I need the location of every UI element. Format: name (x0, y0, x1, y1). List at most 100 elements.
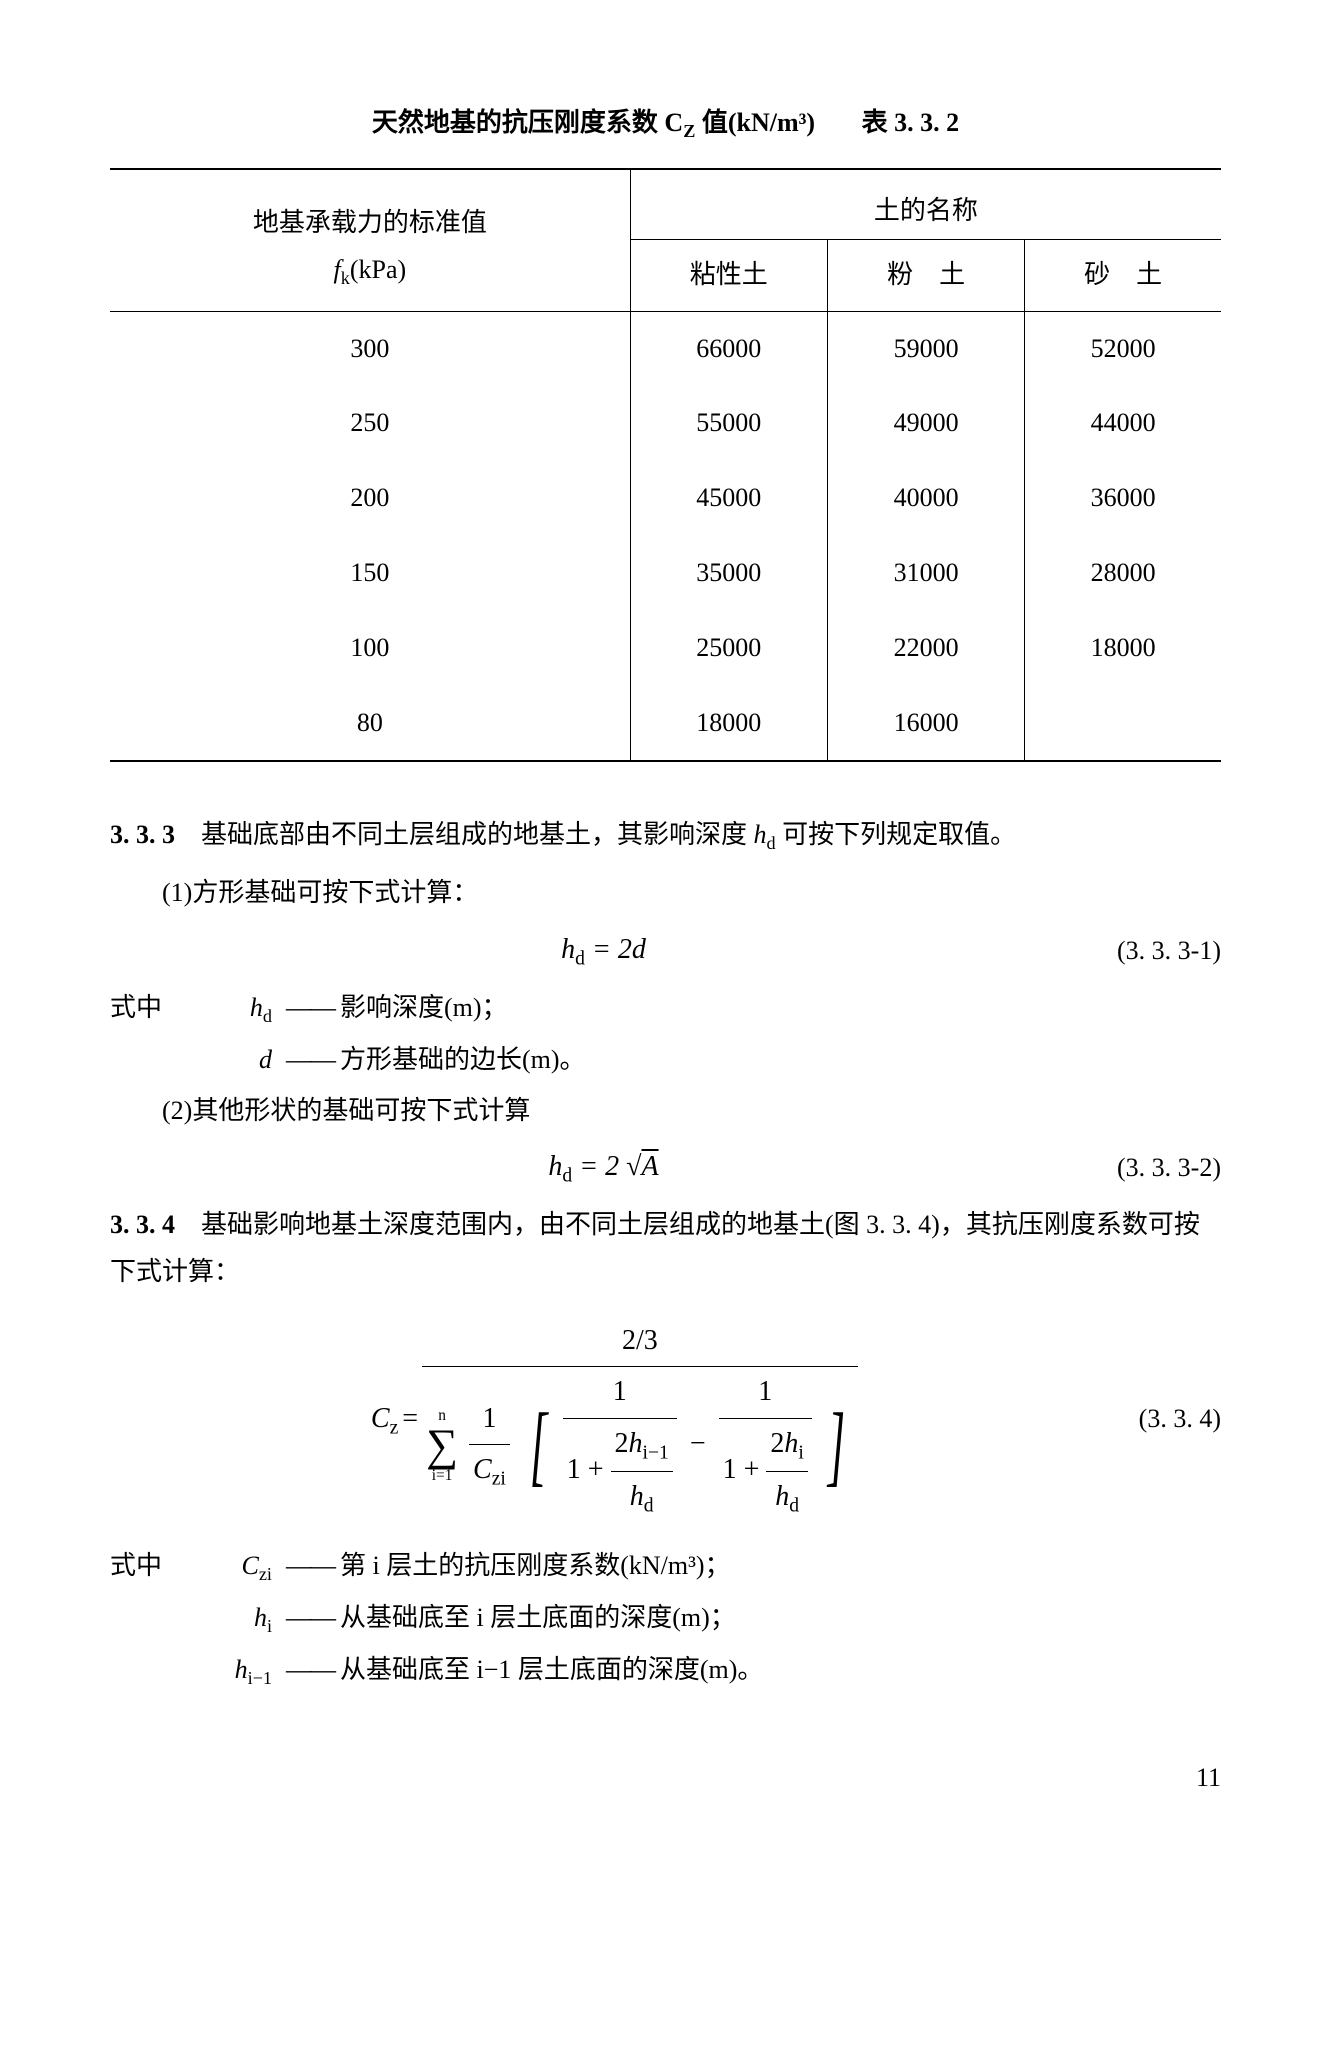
f-sym: h (561, 934, 575, 965)
table-row: 150 35000 31000 28000 (110, 536, 1221, 611)
sqrt-arg: A (641, 1151, 658, 1182)
w-sym: h (235, 1655, 248, 1684)
w-sym: C (242, 1551, 259, 1580)
w-sub: i−1 (248, 1669, 272, 1689)
cell: 25000 (630, 611, 827, 686)
i1pre: 1 + (567, 1454, 611, 1485)
w-desc: 第 i 层土的抗压刚度系数(kN/m³)； (340, 1543, 1221, 1591)
cell: 28000 (1025, 536, 1221, 611)
cell: 52000 (1025, 311, 1221, 386)
cell: 31000 (827, 536, 1024, 611)
where-label: 式中 (110, 985, 190, 1033)
f1t: 1 (469, 1394, 510, 1445)
sum-icon: n ∑ i=1 (426, 1408, 458, 1484)
cell: 100 (110, 611, 630, 686)
w-sub: zi (259, 1565, 272, 1585)
w-sym: h (250, 993, 263, 1022)
table-title-main: 天然地基的抗压刚度系数 C (372, 108, 683, 137)
f1bsub: zi (492, 1469, 506, 1490)
cell: 80 (110, 686, 630, 762)
where-hi1: hi−1 —— 从基础底至 i−1 层土底面的深度(m)。 (110, 1647, 1221, 1695)
header-col1-line1: 地基承载力的标准值 (118, 200, 622, 247)
header-group: 土的名称 (630, 169, 1221, 239)
bracket-right-icon: ] (828, 1401, 845, 1491)
cell: 35000 (630, 536, 827, 611)
where-d: d —— 方形基础的边长(m)。 (110, 1037, 1221, 1084)
formula-334: Cz = 2/3 n ∑ i=1 1 Czi [ 1 (110, 1316, 1221, 1524)
formula-3331: hd = 2d (3. 3. 3-1) (110, 925, 1221, 977)
sqrt-icon: √ (626, 1151, 641, 1182)
w-desc: 从基础底至 i 层土底面的深度(m)； (340, 1595, 1221, 1643)
w-sym: h (254, 1603, 267, 1632)
i2d: h (775, 1481, 789, 1512)
cell: 16000 (827, 686, 1024, 762)
i1t: 1 (563, 1367, 677, 1418)
f-sub: d (562, 1166, 572, 1187)
cell: 300 (110, 311, 630, 386)
f-eq: = 2 (572, 1151, 626, 1182)
where-czi: 式中 Czi —— 第 i 层土的抗压刚度系数(kN/m³)； (110, 1543, 1221, 1591)
w-dash: —— (280, 1647, 340, 1695)
cz-sub: z (390, 1417, 399, 1438)
table-row: 80 18000 16000 (110, 686, 1221, 762)
header-col1-line2: fk(kPa) (118, 247, 622, 295)
fk-unit: (kPa) (350, 255, 406, 284)
table-row: 300 66000 59000 52000 (110, 311, 1221, 386)
sec-tail: 可按下列规定取值。 (776, 820, 1017, 849)
w-desc: 方形基础的边长(m)。 (340, 1037, 1221, 1084)
page-number: 11 (110, 1755, 1221, 1802)
w-dash: —— (280, 1543, 340, 1591)
table-number-label: 表 3. 3. 2 (862, 100, 960, 147)
sum-bot: i=1 (426, 1468, 458, 1483)
cell: 22000 (827, 611, 1024, 686)
where-hd: 式中 hd —— 影响深度(m)； (110, 985, 1221, 1033)
cell: 18000 (1025, 611, 1221, 686)
w-dash: —— (280, 985, 340, 1033)
where-hi: hi —— 从基础底至 i 层土底面的深度(m)； (110, 1595, 1221, 1643)
cell: 150 (110, 536, 630, 611)
table-title-sub: Z (683, 121, 695, 141)
sec-text: 基础影响地基土深度范围内，由不同土层组成的地基土(图 3. 3. 4)，其抗压刚… (110, 1210, 1200, 1286)
cz-table: 地基承载力的标准值 fk(kPa) 土的名称 粘性土 粉 土 砂 土 300 6… (110, 168, 1221, 762)
i1ns: i−1 (643, 1442, 669, 1463)
cell: 49000 (827, 386, 1024, 461)
f-eq: = 2d (585, 934, 646, 965)
sec-text: 基础底部由不同土层组成的地基土，其影响深度 (175, 820, 754, 849)
formula-num: (3. 3. 3-2) (1097, 1145, 1221, 1192)
formula-3332: hd = 2 √A (3. 3. 3-2) (110, 1142, 1221, 1194)
cz-sym: C (371, 1403, 390, 1434)
table-row: 250 55000 49000 44000 (110, 386, 1221, 461)
hd-sym: h (754, 820, 767, 849)
cell: 36000 (1025, 461, 1221, 536)
sec-num: 3. 3. 4 (110, 1210, 175, 1239)
f-sym: h (548, 1151, 562, 1182)
sec-num: 3. 3. 3 (110, 820, 175, 849)
i1d: h (630, 1481, 644, 1512)
where-label: 式中 (110, 1543, 190, 1591)
w-sub: i (267, 1617, 272, 1637)
table-title: 天然地基的抗压刚度系数 CZ 值(kN/m³) 表 3. 3. 2 (110, 100, 1221, 148)
section-333: 3. 3. 3 基础底部由不同土层组成的地基土，其影响深度 hd 可按下列规定取… (110, 812, 1221, 860)
bracket-left-icon: [ (530, 1401, 547, 1491)
i1ds: d (644, 1495, 654, 1516)
minus-sign: − (684, 1428, 719, 1459)
cell: 250 (110, 386, 630, 461)
fk-sym: f (334, 255, 341, 284)
table-row: 100 25000 22000 18000 (110, 611, 1221, 686)
cell: 45000 (630, 461, 827, 536)
w-desc: 从基础底至 i−1 层土底面的深度(m)。 (340, 1647, 1221, 1695)
cell: 40000 (827, 461, 1024, 536)
formula-num: (3. 3. 4) (1119, 1396, 1221, 1443)
hd-sub: d (767, 834, 776, 854)
i2t: 1 (719, 1367, 812, 1418)
table-row: 200 45000 40000 36000 (110, 461, 1221, 536)
i2ns: i (798, 1442, 803, 1463)
cell: 55000 (630, 386, 827, 461)
w-dash: —— (280, 1595, 340, 1643)
cell: 44000 (1025, 386, 1221, 461)
i2ds: d (789, 1495, 799, 1516)
i2pre: 1 + (723, 1454, 767, 1485)
item1-label: (1)方形基础可按下式计算： (110, 870, 1221, 917)
cell: 59000 (827, 311, 1024, 386)
w-desc: 影响深度(m)； (340, 985, 1221, 1033)
